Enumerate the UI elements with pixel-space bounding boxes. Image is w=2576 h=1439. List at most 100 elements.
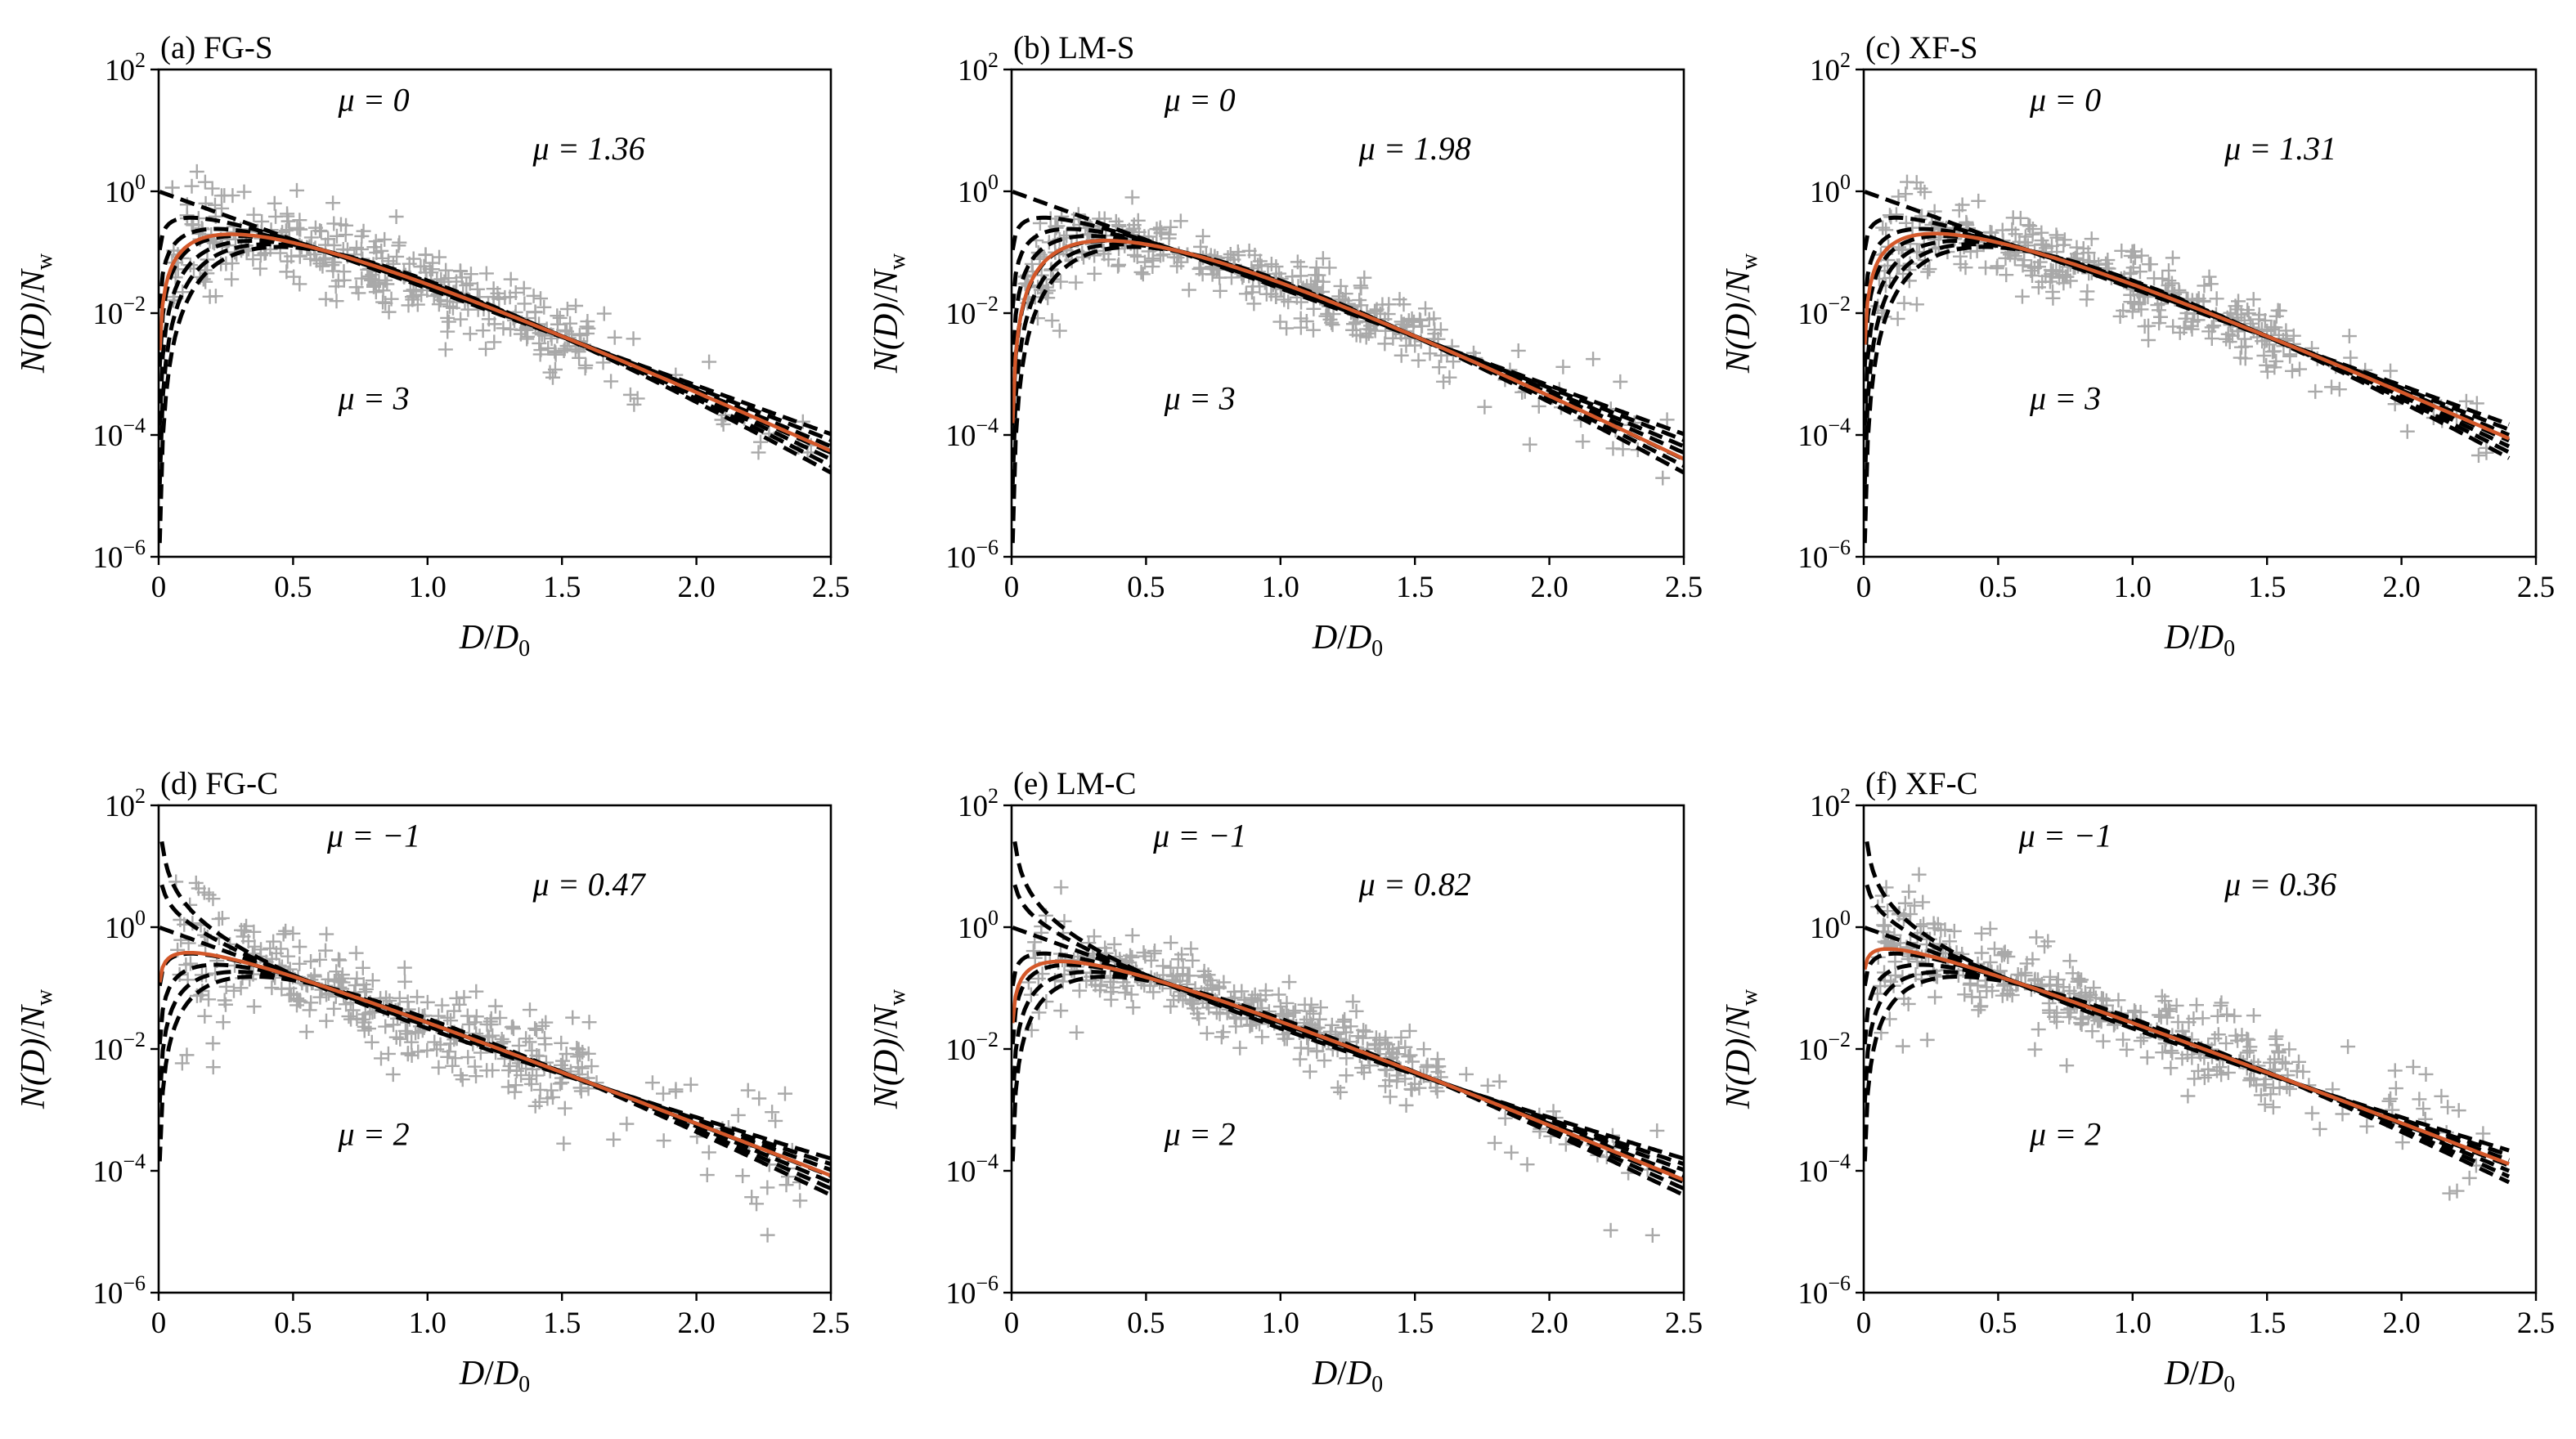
- observation-point: [760, 1227, 775, 1243]
- observation-point: [357, 1019, 372, 1034]
- observation-point: [1915, 894, 1931, 910]
- observation-point: [2170, 1015, 2186, 1030]
- observation-point: [233, 980, 249, 996]
- observation-point: [1883, 939, 1899, 954]
- mu-family-curve: [159, 242, 831, 485]
- observation-point: [527, 1098, 543, 1114]
- observation-point: [361, 271, 377, 286]
- x-tick-label: 0.5: [1127, 1307, 1165, 1340]
- observation-point: [494, 1032, 509, 1047]
- observation-point: [1137, 254, 1152, 270]
- observation-point: [205, 1060, 221, 1075]
- observation-point: [2237, 338, 2253, 354]
- observation-point: [1272, 314, 1288, 329]
- fitted-curve: [159, 232, 831, 453]
- observation-point: [702, 354, 717, 370]
- y-axis-title-subscript: w: [885, 253, 910, 270]
- observation-point: [1973, 999, 1988, 1015]
- observation-point: [1271, 987, 1286, 1002]
- mu-annotation: μ = 3: [1164, 379, 1236, 416]
- observation-point: [2210, 1008, 2225, 1024]
- x-tick-label: 2.5: [1665, 1307, 1703, 1340]
- observation-point: [508, 1078, 523, 1093]
- observation-point: [1247, 248, 1263, 263]
- observation-point: [280, 213, 296, 229]
- observation-point: [2242, 1073, 2258, 1088]
- y-tick-base: 10: [1797, 419, 1828, 453]
- observation-point: [1393, 1029, 1409, 1045]
- observation-point: [2074, 972, 2089, 988]
- observation-point: [1263, 257, 1279, 272]
- observation-point: [2025, 267, 2040, 283]
- observation-point: [644, 1075, 660, 1091]
- observation-point: [2127, 1003, 2143, 1019]
- mu-family-curve: [1012, 926, 1684, 1172]
- y-tick-exponent: −6: [1828, 1271, 1851, 1295]
- observation-point: [2095, 1033, 2111, 1049]
- observation-point: [460, 1050, 476, 1065]
- observation-point: [253, 261, 268, 276]
- y-tick-exponent: −4: [1828, 1150, 1851, 1173]
- observation-point: [429, 1042, 445, 1057]
- observation-point: [622, 387, 638, 402]
- mu-family-curve: [1012, 244, 1684, 544]
- observation-point: [1994, 948, 2009, 963]
- observation-point: [224, 271, 240, 287]
- observation-point: [217, 993, 232, 1008]
- panel-title: (f) XF-C: [1865, 766, 1978, 801]
- observation-point: [1999, 986, 2015, 1002]
- observation-point: [1052, 323, 1067, 338]
- observation-point: [1990, 258, 2005, 274]
- observation-point: [2265, 344, 2281, 360]
- x-tick-label: 0: [1856, 1307, 1872, 1340]
- observation-point: [298, 1024, 314, 1039]
- observation-point: [292, 213, 307, 228]
- observation-point: [626, 331, 641, 347]
- observation-point: [1377, 336, 1393, 352]
- observation-point: [2197, 1070, 2212, 1086]
- y-axis-title-main: N(D): [15, 303, 52, 374]
- observation-point: [1254, 258, 1269, 274]
- observation-point: [469, 984, 484, 999]
- observation-point: [626, 397, 642, 412]
- observation-point: [266, 934, 281, 949]
- observation-point: [1338, 286, 1353, 302]
- observation-point: [2076, 240, 2091, 256]
- observation-point: [1313, 1000, 1328, 1015]
- observation-point: [236, 184, 252, 199]
- x-axis-title-subscript: 0: [518, 636, 530, 661]
- observation-point: [1192, 1011, 1207, 1026]
- observation-point: [406, 251, 421, 267]
- y-tick-exponent: −4: [123, 414, 146, 437]
- observation-point: [196, 885, 212, 900]
- observation-point: [2134, 302, 2149, 317]
- y-tick-base: 10: [1797, 1155, 1828, 1189]
- observation-point: [348, 280, 364, 295]
- plot-area: [1864, 841, 2511, 1201]
- y-tick-label: 102: [958, 784, 999, 823]
- y-tick-exponent: 0: [1840, 906, 1851, 930]
- observation-point: [527, 305, 543, 321]
- x-tick-label: 2.5: [812, 571, 850, 604]
- mu-family-curve: [1864, 244, 2511, 544]
- y-tick-exponent: −6: [123, 536, 146, 559]
- observation-point: [545, 370, 560, 385]
- observation-point: [1407, 338, 1423, 353]
- observation-point: [1120, 978, 1135, 993]
- observation-point: [2132, 264, 2147, 280]
- observation-point: [2029, 930, 2044, 945]
- observation-point: [604, 374, 619, 389]
- observation-point: [2462, 1170, 2477, 1186]
- observation-point: [2031, 280, 2046, 295]
- observation-point: [425, 255, 441, 271]
- observation-point: [526, 288, 541, 303]
- x-axis-title-denominator: D: [2198, 1355, 2224, 1392]
- observation-point: [1259, 286, 1274, 302]
- observation-point: [1030, 971, 1046, 986]
- panel-title: (a) FG-S: [160, 30, 273, 65]
- observation-point: [1279, 995, 1295, 1011]
- x-axis-title-main: D: [2164, 1355, 2189, 1392]
- observation-point: [2265, 1080, 2281, 1096]
- observation-point: [1288, 1003, 1304, 1019]
- observation-point: [2049, 977, 2065, 993]
